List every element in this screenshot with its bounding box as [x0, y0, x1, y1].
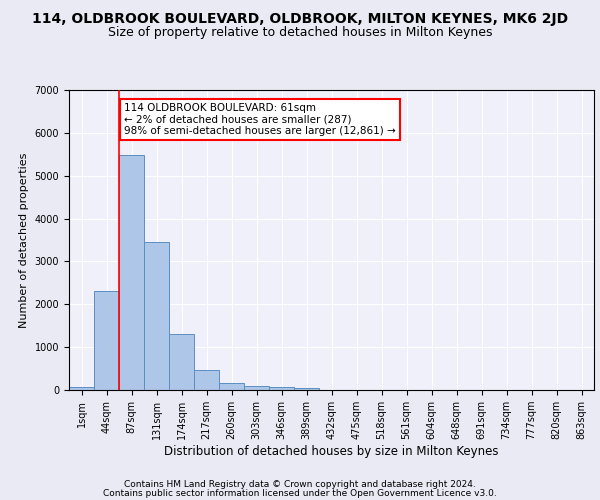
- Bar: [119, 155, 144, 390]
- Text: 114, OLDBROOK BOULEVARD, OLDBROOK, MILTON KEYNES, MK6 2JD: 114, OLDBROOK BOULEVARD, OLDBROOK, MILTO…: [32, 12, 568, 26]
- Text: Contains public sector information licensed under the Open Government Licence v3: Contains public sector information licen…: [103, 488, 497, 498]
- Bar: [244, 386, 269, 390]
- Text: Size of property relative to detached houses in Milton Keynes: Size of property relative to detached ho…: [108, 26, 492, 39]
- X-axis label: Distribution of detached houses by size in Milton Keynes: Distribution of detached houses by size …: [164, 445, 499, 458]
- Bar: [94, 292, 119, 390]
- Bar: [294, 388, 319, 390]
- Text: Contains HM Land Registry data © Crown copyright and database right 2024.: Contains HM Land Registry data © Crown c…: [124, 480, 476, 489]
- Bar: [219, 383, 244, 390]
- Bar: [269, 387, 294, 390]
- Y-axis label: Number of detached properties: Number of detached properties: [19, 152, 29, 328]
- Bar: [169, 334, 194, 390]
- Text: 114 OLDBROOK BOULEVARD: 61sqm
← 2% of detached houses are smaller (287)
98% of s: 114 OLDBROOK BOULEVARD: 61sqm ← 2% of de…: [124, 103, 396, 136]
- Bar: [69, 386, 94, 390]
- Bar: [194, 370, 219, 390]
- Bar: [144, 242, 169, 390]
